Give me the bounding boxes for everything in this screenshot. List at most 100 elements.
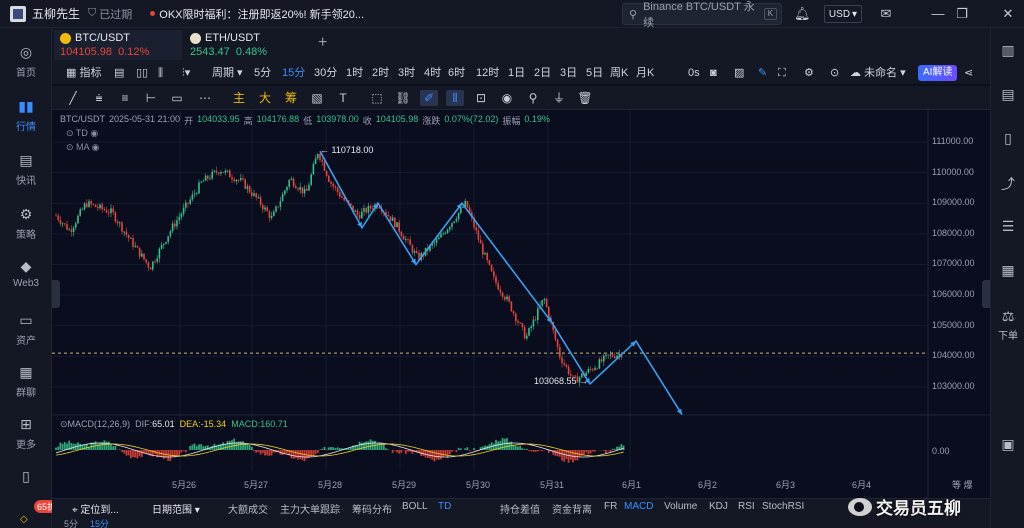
more-tools-icon[interactable]: ⋯ (199, 91, 211, 105)
sidebar-item-assets[interactable]: ▭ 资产 (0, 312, 52, 347)
search-box[interactable]: ⚲ Binance BTC/USDT 永续 K (622, 1, 782, 29)
magnet-icon[interactable]: ⫴ (446, 90, 464, 106)
chart-area[interactable]: BTC/USDT 2025-05-31 21:00 开 104033.95 高 10… (52, 110, 990, 498)
indicator-tab-7[interactable]: FR (604, 501, 618, 512)
promo-banner[interactable]: OKX限时福利：注册即返20%! 新手领20... (150, 6, 364, 22)
sidebar-item-more[interactable]: ⊞ 更多 (0, 416, 52, 451)
sidebar-item-web3[interactable]: ◆ Web3 (0, 258, 52, 289)
interval-1[interactable]: 15分 (282, 67, 306, 79)
indicator-tab-4[interactable]: TD (438, 501, 452, 512)
eye-icon[interactable]: ◉ (90, 128, 99, 138)
sidebar-item-device[interactable]: ▯ (0, 468, 52, 488)
select-icon[interactable]: ⬚ (371, 91, 383, 105)
indicator-tab-3[interactable]: BOLL (402, 501, 428, 512)
tab-eth[interactable]: ETH/USDT 2543.47 0.48% (184, 30, 312, 60)
interval-9[interactable]: 1日 (508, 67, 526, 79)
interval-4[interactable]: 2时 (372, 67, 390, 79)
chart-type-icon[interactable]: ⫶▾ (182, 67, 191, 79)
fullscreen-icon[interactable]: ⛶ (778, 67, 786, 79)
search-input[interactable]: Binance BTC/USDT 永续 (643, 1, 755, 29)
layers-icon[interactable]: ▦ (1001, 262, 1015, 278)
chip-toggle[interactable]: 筹 (284, 91, 297, 105)
filter-icon[interactable]: ⏚ (552, 91, 565, 105)
seconds-button[interactable]: 0s (688, 67, 700, 79)
order-button[interactable]: ⚖ 下单 (991, 308, 1024, 342)
share-icon[interactable]: ⋖ (964, 67, 974, 79)
brush-icon[interactable]: ✐ (420, 90, 438, 106)
eye-icon[interactable]: ◉ (91, 142, 100, 152)
interval-12[interactable]: 5日 (586, 67, 604, 79)
restore-icon[interactable]: ❐ (956, 6, 968, 21)
mail-icon[interactable]: ✉ (880, 6, 892, 21)
interval-13[interactable]: 周K (610, 67, 629, 79)
sidebar-item-chat[interactable]: ▦ 群聊 (0, 364, 52, 399)
bell-icon[interactable]: 🔔︎ (794, 6, 811, 21)
pen-icon[interactable]: ✎ (758, 67, 768, 79)
interval-10[interactable]: 2日 (534, 67, 552, 79)
settings-icon[interactable]: ⚙ (804, 67, 814, 79)
hline-tool-icon[interactable]: ⩧ (95, 91, 103, 105)
candle-icon[interactable]: ▯▯ (136, 67, 149, 79)
interval-2[interactable]: 30分 (314, 67, 338, 79)
add-tab-button[interactable]: + (318, 34, 328, 51)
main-chart-toggle[interactable]: 主 (232, 91, 245, 105)
interval-6[interactable]: 4时 (424, 67, 442, 79)
interval-strip-item[interactable]: 5分 (64, 519, 79, 528)
interval-0[interactable]: 5分 (254, 67, 272, 79)
calendar-icon[interactable]: ▤ (114, 67, 125, 79)
locate-button[interactable]: ⌖ 定位到... (72, 505, 119, 516)
pin-icon[interactable]: ⚲ (528, 91, 538, 105)
interval-11[interactable]: 3日 (560, 67, 578, 79)
large-order-toggle[interactable]: 大 (258, 91, 271, 105)
currency-select[interactable]: USD ▾ (824, 5, 862, 23)
period-button[interactable]: 周期 ▾ (212, 67, 243, 79)
window-icon[interactable]: ▣ (1001, 436, 1015, 452)
date-range-button[interactable]: 日期范围 ▾ (152, 505, 200, 516)
minimize-icon[interactable]: — (931, 6, 945, 21)
diamond-icon[interactable]: ◇ (20, 514, 28, 525)
ray-tool-icon[interactable]: ⊢ (145, 91, 157, 105)
trash-icon[interactable]: 🗑︎ (577, 91, 593, 105)
indicator-tab-0[interactable]: 大额成交 (228, 505, 268, 516)
interval-7[interactable]: 6时 (448, 67, 466, 79)
gear-icon[interactable]: ⊙ (830, 67, 840, 79)
channel-tool-icon[interactable]: ≡ (121, 91, 129, 105)
text-tool-icon[interactable]: T (339, 91, 347, 105)
sidebar-item-strategy[interactable]: ⚙ 策略 (0, 206, 52, 241)
panel-icon[interactable]: ▥ (1001, 42, 1015, 58)
interval-3[interactable]: 1时 (346, 67, 364, 79)
indicator-tab-8[interactable]: MACD (624, 501, 654, 512)
collapse-left-handle[interactable] (52, 280, 60, 308)
indicator-tab-10[interactable]: KDJ (709, 501, 728, 512)
indicator-ma[interactable]: ⊙ MA ◉ (66, 142, 100, 152)
ai-interpret-button[interactable]: AI解读 (918, 65, 958, 81)
rect-tool-icon[interactable]: ▭ (171, 91, 183, 105)
lock-icon[interactable]: ⊡ (475, 91, 487, 105)
list-icon[interactable]: ☰ (1001, 218, 1015, 234)
line-tool-icon[interactable]: ╱ (69, 91, 77, 105)
price-chart[interactable] (52, 110, 990, 498)
image-icon[interactable]: ▨ (734, 67, 745, 79)
sidebar-item-market[interactable]: ▮▮ 行情 (0, 98, 52, 133)
collapse-right-handle[interactable] (982, 280, 990, 308)
axis-corner[interactable]: 等 爆 (952, 480, 973, 490)
indicator-tab-5[interactable]: 持仓差值 (500, 505, 540, 516)
tab-btc[interactable]: BTC/USDT 104105.98 0.12% (54, 30, 182, 60)
camera-icon[interactable]: ◙ (710, 67, 717, 79)
indicator-td[interactable]: ⊙ TD ◉ (66, 128, 99, 138)
document-icon[interactable]: ▤ (1001, 86, 1015, 102)
layout-button[interactable]: ☁ 未命名 ▾ (850, 67, 906, 79)
trend-icon[interactable]: ⤴ (1001, 176, 1015, 192)
wave-annotation-line[interactable] (319, 150, 683, 415)
indicator-button[interactable]: ▦ 指标 (66, 67, 102, 79)
interval-14[interactable]: 月K (636, 67, 655, 79)
indicator-tab-2[interactable]: 筹码分布 (352, 505, 392, 516)
indicator-tab-11[interactable]: RSI (738, 501, 755, 512)
interval-strip-item[interactable]: 15分 (90, 519, 110, 528)
indicator-tab-12[interactable]: StochRSI (762, 501, 805, 512)
book-icon[interactable]: ▯ (1004, 130, 1012, 146)
eye-icon[interactable]: ◉ (501, 91, 513, 105)
calc-icon[interactable]: ▧ (311, 91, 323, 105)
link-icon[interactable]: ⛓ (395, 91, 411, 105)
interval-5[interactable]: 3时 (398, 67, 416, 79)
